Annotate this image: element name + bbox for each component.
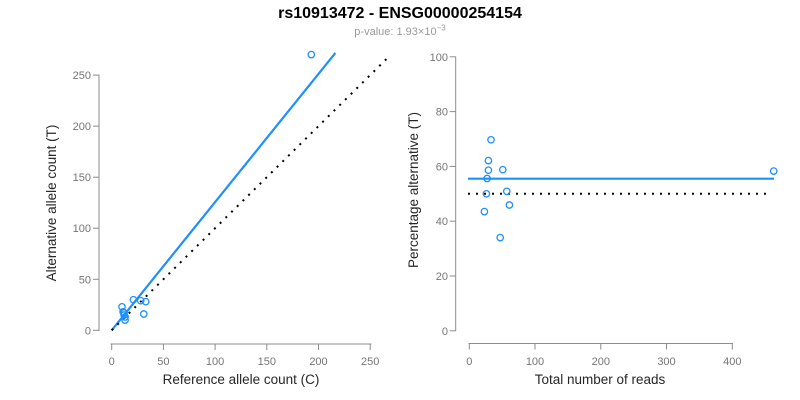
- y-tick-label: 20: [436, 271, 448, 283]
- y-tick-label: 40: [436, 216, 448, 228]
- y-tick-label: 150: [73, 172, 91, 184]
- data-point: [121, 313, 129, 321]
- y-tick-label: 200: [73, 121, 91, 133]
- percentage-vs-reads-scatter: 0 100 200 300 400 0 20 40 60 80 100 Total number of…: [406, 52, 778, 387]
- data-point: [307, 50, 316, 59]
- x-tick-label: 200: [309, 356, 327, 368]
- chart-subtitle: p-value: 1.93×10−3: [0, 23, 800, 38]
- allele-counts-scatter: 0 50 100 150 200 250 0 50 100 150 200 250 Reference …: [44, 50, 389, 387]
- data-point: [487, 135, 495, 144]
- x-tick-label: 400: [723, 356, 741, 368]
- y-tick-label: 80: [436, 107, 448, 119]
- y-axis-title: Alternative allele count (T): [44, 125, 59, 282]
- x-tick-label: 0: [466, 356, 472, 368]
- y-tick-label: 100: [430, 52, 448, 64]
- data-point: [139, 310, 148, 318]
- x-tick-label: 150: [258, 356, 276, 368]
- y-tick-label: 50: [79, 274, 91, 286]
- y-tick-label: 250: [73, 70, 91, 82]
- data-point: [505, 201, 514, 209]
- data-point: [121, 316, 129, 324]
- x-tick-label: 200: [592, 356, 610, 368]
- data-point: [498, 165, 507, 174]
- data-point: [484, 166, 493, 175]
- x-tick-label: 50: [157, 356, 169, 368]
- y-tick-label: 0: [85, 325, 91, 337]
- p-value-text: p-value: 1.93×10: [354, 26, 437, 38]
- data-point: [502, 187, 511, 196]
- x-tick-label: 250: [361, 356, 379, 368]
- identity-line: [110, 56, 389, 332]
- regression-line: [110, 52, 337, 331]
- data-point: [483, 174, 491, 183]
- data-point: [482, 189, 491, 198]
- x-axis-title: Total number of reads: [535, 372, 666, 387]
- x-tick-label: 100: [526, 356, 544, 368]
- x-tick-label: 0: [109, 356, 115, 368]
- y-tick-label: 0: [442, 326, 448, 338]
- y-tick-label: 60: [436, 161, 448, 173]
- y-tick-label: 100: [73, 223, 91, 235]
- p-value-exponent: −3: [436, 23, 446, 33]
- y-axis-title: Percentage alternative (T): [406, 112, 421, 268]
- data-point: [141, 297, 150, 306]
- data-point: [484, 156, 493, 165]
- x-tick-label: 300: [657, 356, 675, 368]
- data-point: [496, 233, 505, 242]
- chart-title: rs10913472 - ENSG00000254154: [278, 5, 522, 22]
- data-point: [129, 295, 138, 304]
- data-point: [480, 207, 489, 216]
- x-tick-label: 100: [206, 356, 224, 368]
- data-point: [769, 167, 778, 175]
- x-axis-title: Reference allele count (C): [163, 372, 320, 387]
- data-point: [136, 296, 145, 305]
